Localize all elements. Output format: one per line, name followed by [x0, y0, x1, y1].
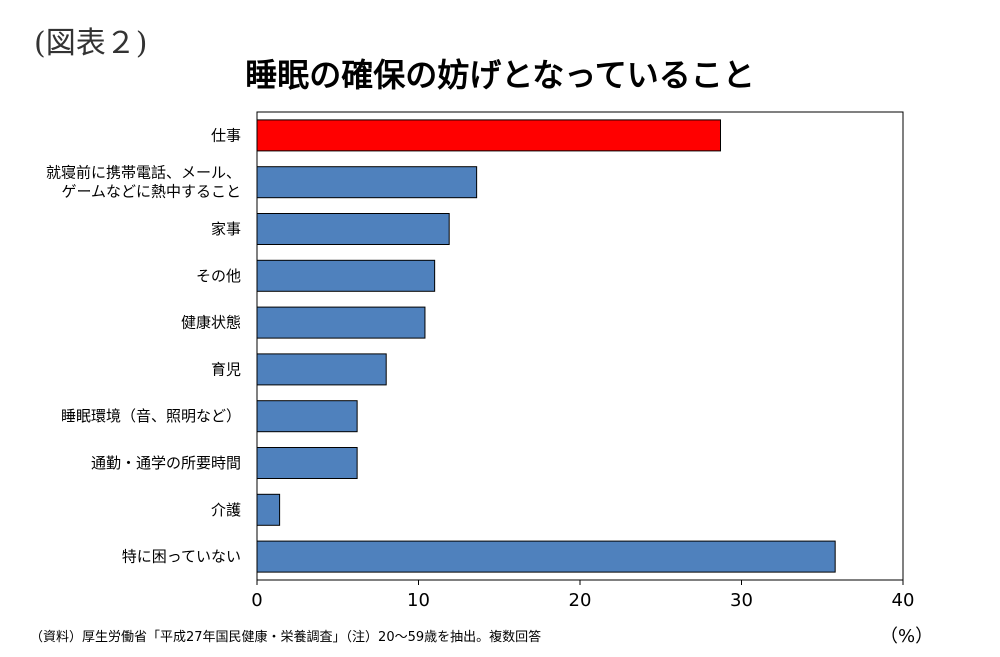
category-label: 健康状態 — [181, 314, 241, 332]
x-tick-label: 10 — [407, 590, 430, 611]
chart-title: 睡眠の確保の妨げとなっていること — [245, 56, 755, 94]
bar — [256, 119, 722, 152]
bar — [256, 213, 450, 245]
category-label: 介護 — [211, 501, 241, 519]
bar — [256, 493, 281, 526]
category-label: 特に困っていない — [122, 548, 241, 566]
category-label: 睡眠環境（音、照明など） — [61, 407, 241, 425]
bar — [256, 166, 478, 199]
x-tick-label: 30 — [730, 590, 753, 611]
source-note: （資料）厚生労働省「平成27年国民健康・栄養調査」（注）20～59歳を抽出。複数… — [30, 630, 542, 645]
category-label: 通勤・通学の所要時間 — [91, 454, 241, 472]
category-label: 家事 — [211, 220, 241, 238]
bar — [256, 306, 426, 339]
unit-label: （%） — [880, 626, 934, 647]
bar — [256, 259, 436, 292]
category-label: その他 — [196, 267, 241, 285]
category-label: 就寝前に携帯電話、メール、ゲームなどに熱中すること — [46, 164, 241, 201]
bar — [256, 400, 358, 433]
bar — [256, 447, 358, 479]
bar — [256, 540, 836, 573]
category-label: 育児 — [211, 360, 241, 378]
x-tick-label: 20 — [569, 590, 592, 611]
bar — [256, 353, 387, 386]
category-label: 仕事 — [211, 126, 241, 144]
x-tick-label: 0 — [251, 590, 262, 611]
x-tick-label: 40 — [892, 590, 915, 611]
figure-label: (図表２) — [34, 26, 148, 61]
